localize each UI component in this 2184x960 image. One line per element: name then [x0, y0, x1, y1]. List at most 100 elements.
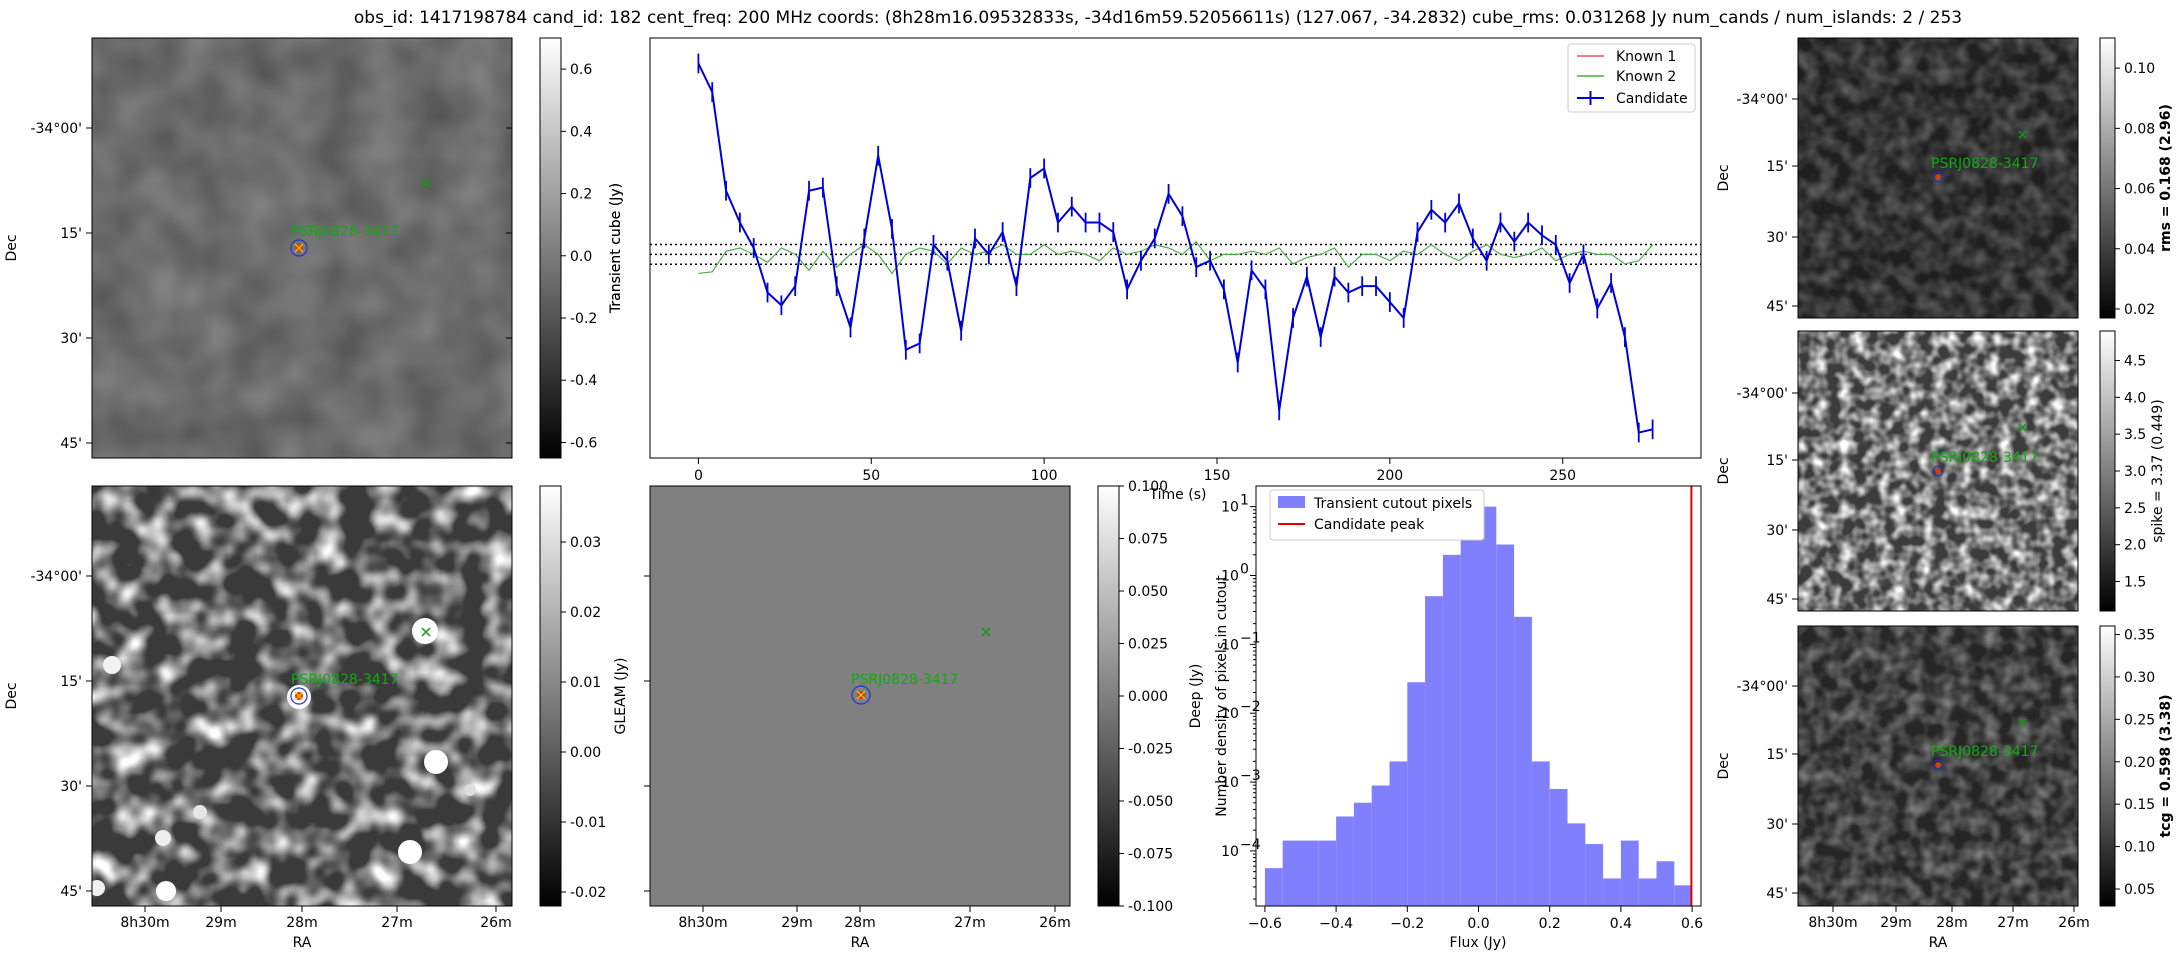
colorbar-tick-label: 0.05: [2124, 882, 2155, 898]
ra-tick-label: 28m: [286, 915, 317, 931]
deep-image-panel: Dec RA -34°00' 15' 30' 45' 8h30m 29m 28m…: [4, 485, 513, 951]
tcg-ra-ticks: 8h30m 29m 28m 27m 26m: [1808, 906, 2090, 931]
colorbar-tick-label: 0.10: [2124, 840, 2155, 856]
histogram-frame: [1255, 485, 1702, 907]
histogram-bar: [1531, 761, 1550, 906]
spike-colorbar: 4.5 4.0 3.5 3.0 2.5 2.0 1.5 spike = 3.37 (0.44…: [2099, 330, 2166, 612]
colorbar-tick-label: 0.35: [2124, 627, 2155, 643]
dec-tick-label: 45': [60, 436, 82, 452]
legend-cutout-swatch: [1278, 496, 1305, 508]
histogram-bar: [1603, 878, 1621, 906]
colorbar-label: rms = 0.168 (2.96): [2158, 104, 2174, 252]
ra-tick-label: 8h30m: [1808, 915, 1857, 931]
colorbar-gradient: [539, 37, 562, 459]
x-tick-label: 100: [1031, 468, 1058, 484]
x-tick-label: 0.2: [1539, 916, 1561, 932]
histogram-bar: [1567, 823, 1586, 906]
y-tick-exponent: −2: [1240, 699, 1261, 715]
dec-tick-label: -34°00': [30, 121, 82, 137]
spike-image-panel: Dec -34°00' 15' 30' 45' PSRJ0828-3417: [1716, 330, 2079, 612]
dec-tick-label: 15': [60, 674, 82, 690]
psr-label: PSRJ0828-3417: [851, 672, 959, 688]
known-source-x-marker: [2018, 130, 2027, 139]
colorbar-label: Transient cube (Jy): [608, 183, 624, 314]
dec-tick-label: 15': [1766, 159, 1788, 175]
colorbar-tick-label: 1.5: [2124, 575, 2146, 591]
histogram-bar: [1478, 506, 1497, 906]
histogram-bar: [1336, 816, 1354, 906]
gleam-image-panel: RA 8h30m 29m 28m 27m 26m PSRJ0828-3417: [644, 485, 1071, 951]
y-tick-label: 10: [1221, 637, 1239, 653]
known-source-x-marker: [421, 627, 431, 637]
colorbar-tick-label: 0.04: [2124, 242, 2155, 258]
ra-tick-label: 26m: [480, 915, 511, 931]
x-tick-label: −0.6: [1248, 916, 1282, 932]
y-tick-label: 10: [1221, 500, 1239, 516]
colorbar-tick-label: -0.01: [570, 815, 606, 831]
colorbar-tick-label: -0.100: [1128, 899, 1173, 915]
histogram-bar: [1407, 682, 1426, 906]
dec-tick-label: 15': [60, 226, 82, 242]
x-tick-label: 0.4: [1610, 916, 1632, 932]
histogram-bar: [1353, 802, 1372, 906]
histogram-bars: [1264, 506, 1693, 906]
dec-tick-label: -34°00': [1736, 386, 1788, 402]
candidate-marker: [1935, 468, 1941, 474]
psr-label: PSRJ0828-3417: [291, 224, 399, 240]
histogram-bar: [1460, 527, 1479, 906]
psr-label: PSRJ0828-3417: [291, 672, 399, 688]
ra-tick-label: 27m: [1997, 915, 2028, 931]
histogram-bar: [1389, 761, 1408, 906]
deep-source-markers: PSRJ0828-3417: [290, 627, 431, 705]
colorbar-gradient: [2099, 625, 2116, 907]
histogram-bar: [1620, 840, 1639, 906]
colorbar-tick-label: 0.075: [1128, 532, 1168, 548]
colorbar-tick-label: -0.2: [570, 311, 597, 327]
histogram-bar: [1496, 544, 1515, 906]
lightcurve-ylabel: Transient cube (Jy): [608, 183, 624, 314]
tcg-image-frame: [1797, 625, 2079, 907]
dec-tick-label: -34°00': [30, 569, 82, 585]
gleam-ra-label: RA: [851, 935, 870, 951]
spike-source-markers: PSRJ0828-3417: [1931, 423, 2039, 477]
histogram-bar: [1442, 554, 1461, 906]
histogram-bar: [1371, 785, 1390, 906]
rms-image-frame: [1797, 37, 2079, 319]
transient-colorbar: 0.6 0.4 0.2 0.0 -0.2 -0.4 -0.6 Transient cube …: [539, 37, 624, 459]
source-contour: [290, 239, 308, 257]
colorbar-tick-label: 4.5: [2124, 353, 2146, 369]
ra-tick-label: 26m: [2058, 915, 2089, 931]
dec-tick-label: 30': [60, 779, 82, 795]
y-tick-label: 10: [1221, 844, 1239, 860]
colorbar-gradient: [2099, 330, 2116, 612]
colorbar-tick-label: 0.6: [570, 62, 592, 78]
psr-label: PSRJ0828-3417: [1931, 156, 2039, 172]
lightcurve-panel: Transient cube (Jy) Time (s) 0 50 100 150 20…: [608, 37, 1702, 503]
colorbar-tick-label: 2.0: [2124, 538, 2146, 554]
x-tick-label: 50: [862, 468, 880, 484]
x-tick-label: 0.6: [1681, 916, 1703, 932]
x-tick-label: 150: [1204, 468, 1231, 484]
legend-candidate-peak: Candidate peak: [1314, 517, 1425, 533]
known-source-x-marker: [981, 627, 991, 637]
ra-tick-label: 8h30m: [678, 915, 727, 931]
lightcurve-legend: Known 1 Known 2 Candidate: [1567, 43, 1696, 113]
x-tick-label: −0.2: [1390, 916, 1424, 932]
colorbar-tick-label: -0.6: [570, 435, 597, 451]
colorbar-ticks: 0.6 0.4 0.2 0.0 -0.2 -0.4 -0.6: [561, 62, 597, 451]
y-tick-exponent: −4: [1240, 837, 1261, 853]
deep-dec-ticks: -34°00' 15' 30' 45': [30, 569, 92, 900]
colorbar-ticks: 0.10 0.08 0.06 0.04 0.02: [2115, 61, 2155, 318]
rms-dec-label: Dec: [1716, 164, 1732, 191]
transient-dec-ticks: -34°00' 15' 30' 45': [30, 121, 512, 452]
histogram-bar: [1282, 840, 1301, 906]
y-tick-label: 10: [1221, 775, 1239, 791]
ra-tick-label: 8h30m: [120, 915, 169, 931]
y-tick-exponent: −3: [1240, 768, 1261, 784]
colorbar-tick-label: -0.025: [1128, 742, 1173, 758]
dec-tick-label: -34°00': [1736, 92, 1788, 108]
colorbar-tick-label: 0.06: [2124, 182, 2155, 198]
gleam-colorbar: 0.100 0.075 0.050 0.025 0.000 -0.025 -0.050 -0.…: [1097, 479, 1204, 915]
transient-image-panel: Dec -34°00' 15' 30' 45' PSRJ0828-3417: [4, 37, 513, 459]
